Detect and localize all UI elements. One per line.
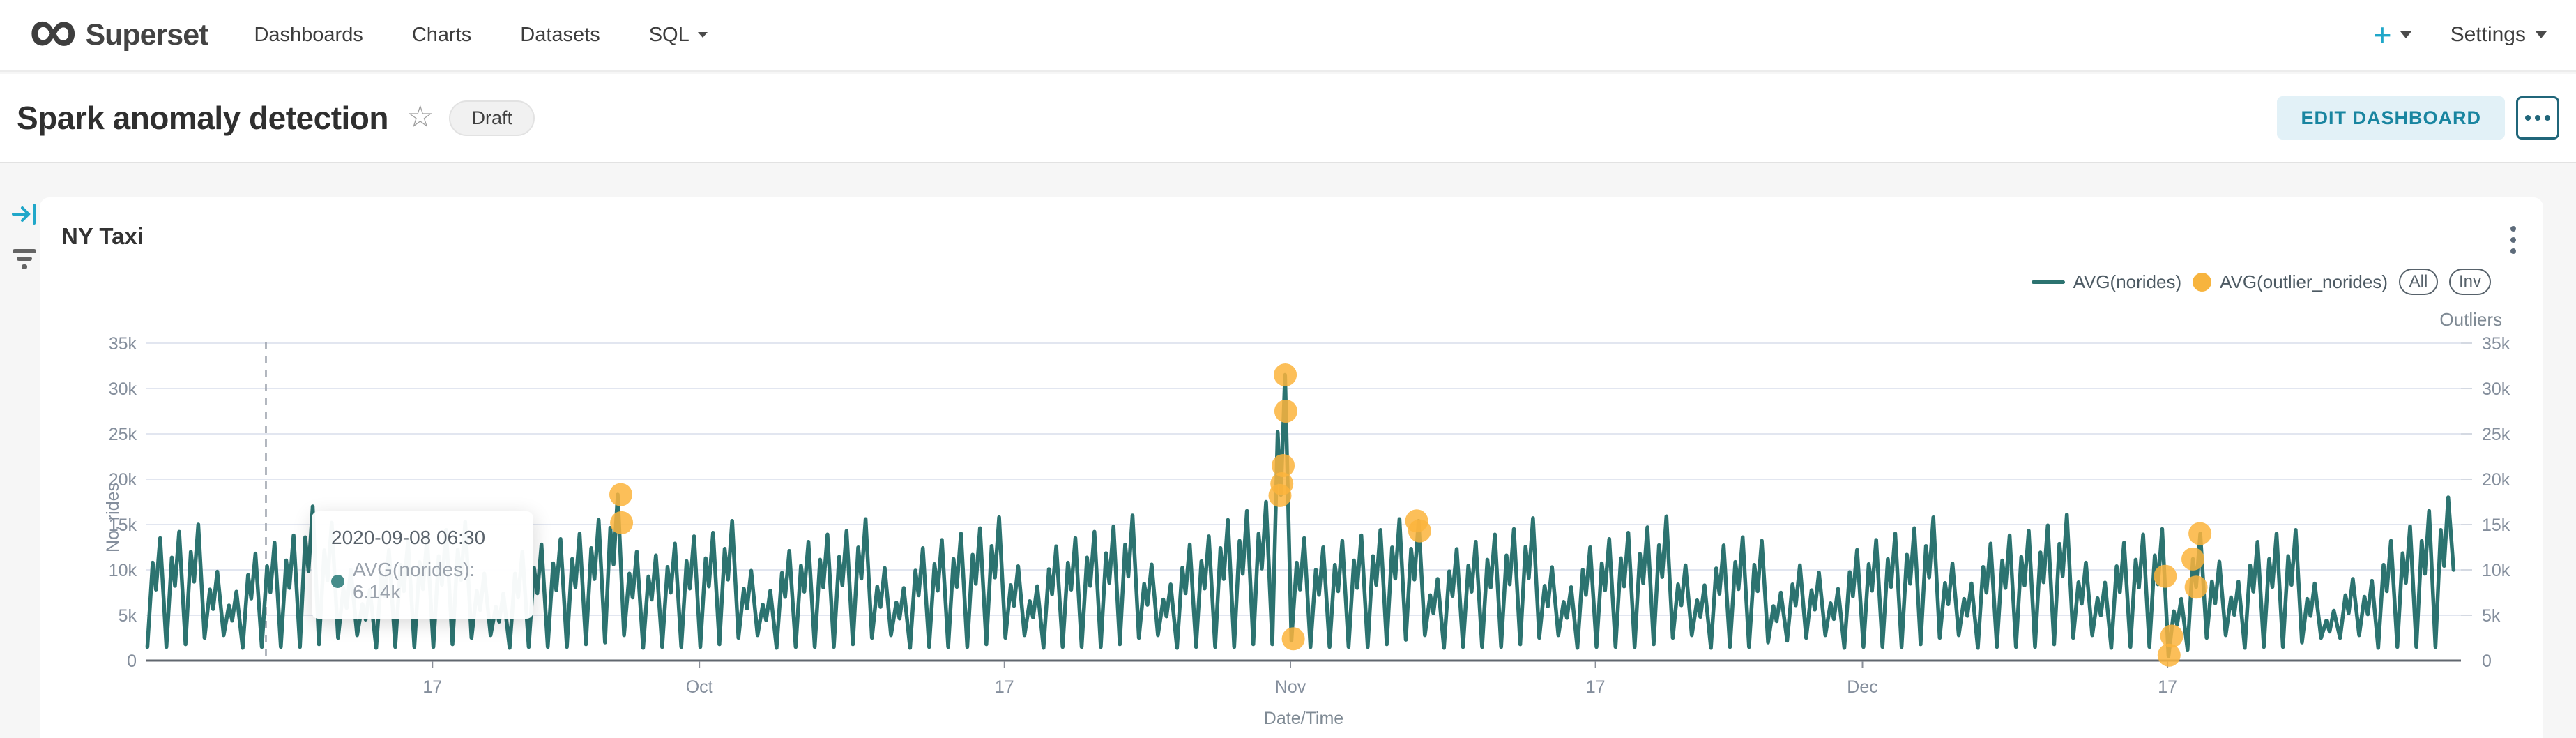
tooltip-date: 2020-09-08 06:30 — [331, 527, 486, 548]
main-nav: Dashboards Charts Datasets SQL — [254, 24, 708, 47]
more-actions-button[interactable] — [2516, 96, 2559, 140]
nav-sql-dropdown[interactable]: SQL — [649, 24, 708, 47]
nav-datasets[interactable]: Datasets — [520, 24, 600, 47]
legend-item-norides[interactable]: AVG(norides) — [2031, 271, 2182, 293]
line-swatch-icon — [2031, 280, 2065, 284]
chart-tooltip: 2020-09-08 06:30 AVG(norides): 6.14k — [312, 511, 533, 619]
dashboard-header: Spark anomaly detection ☆ Draft EDIT DAS… — [0, 74, 2576, 163]
chevron-down-icon — [2400, 31, 2411, 38]
edit-dashboard-button[interactable]: EDIT DASHBOARD — [2277, 96, 2505, 140]
legend-label-outlier-norides: AVG(outlier_norides) — [2220, 271, 2388, 292]
navbar-right: + Settings — [2372, 17, 2547, 53]
tooltip-series-dot-icon — [331, 574, 344, 588]
plus-icon: + — [2372, 17, 2392, 53]
top-navbar: ∞ Superset Dashboards Charts Datasets SQ… — [0, 0, 2576, 72]
dot-swatch-icon — [2193, 272, 2212, 292]
nav-charts[interactable]: Charts — [412, 24, 471, 47]
favorite-star-icon[interactable]: ☆ — [406, 99, 434, 134]
expand-filter-bar-icon[interactable] — [11, 201, 38, 227]
nav-dashboards-label: Dashboards — [254, 23, 363, 46]
brand-name: Superset — [85, 17, 208, 52]
chevron-down-icon — [2536, 31, 2547, 38]
legend-inv-button[interactable]: Inv — [2448, 269, 2491, 295]
right-axis-title: Outliers — [2439, 309, 2502, 330]
legend-label-norides: AVG(norides) — [2073, 271, 2182, 292]
chart-legend: AVG(norides) AVG(outlier_norides) All In… — [2031, 269, 2491, 295]
header-actions: EDIT DASHBOARD — [2277, 96, 2559, 140]
superset-brand[interactable]: ∞ Superset — [29, 0, 208, 64]
settings-label: Settings — [2450, 23, 2526, 46]
chart-menu-kebab-icon[interactable] — [2501, 225, 2525, 255]
nav-datasets-label: Datasets — [520, 23, 600, 46]
draft-status-badge: Draft — [449, 100, 535, 136]
chevron-down-icon — [697, 32, 708, 38]
chart-title: NY Taxi — [61, 223, 144, 249]
filter-icon[interactable] — [10, 243, 39, 273]
superset-logo-icon: ∞ — [29, 0, 77, 68]
nav-dashboards[interactable]: Dashboards — [254, 24, 363, 47]
ellipsis-icon — [2525, 115, 2531, 121]
page-title: Spark anomaly detection — [17, 100, 389, 136]
new-item-dropdown[interactable]: + — [2372, 17, 2411, 53]
nav-charts-label: Charts — [411, 23, 472, 46]
tooltip-value: AVG(norides): 6.14k — [353, 559, 475, 603]
nav-sql-label: SQL — [648, 23, 689, 46]
settings-dropdown[interactable]: Settings — [2451, 23, 2547, 47]
legend-all-button[interactable]: All — [2398, 269, 2438, 295]
legend-item-outlier-norides[interactable]: AVG(outlier_norides) — [2193, 271, 2388, 293]
